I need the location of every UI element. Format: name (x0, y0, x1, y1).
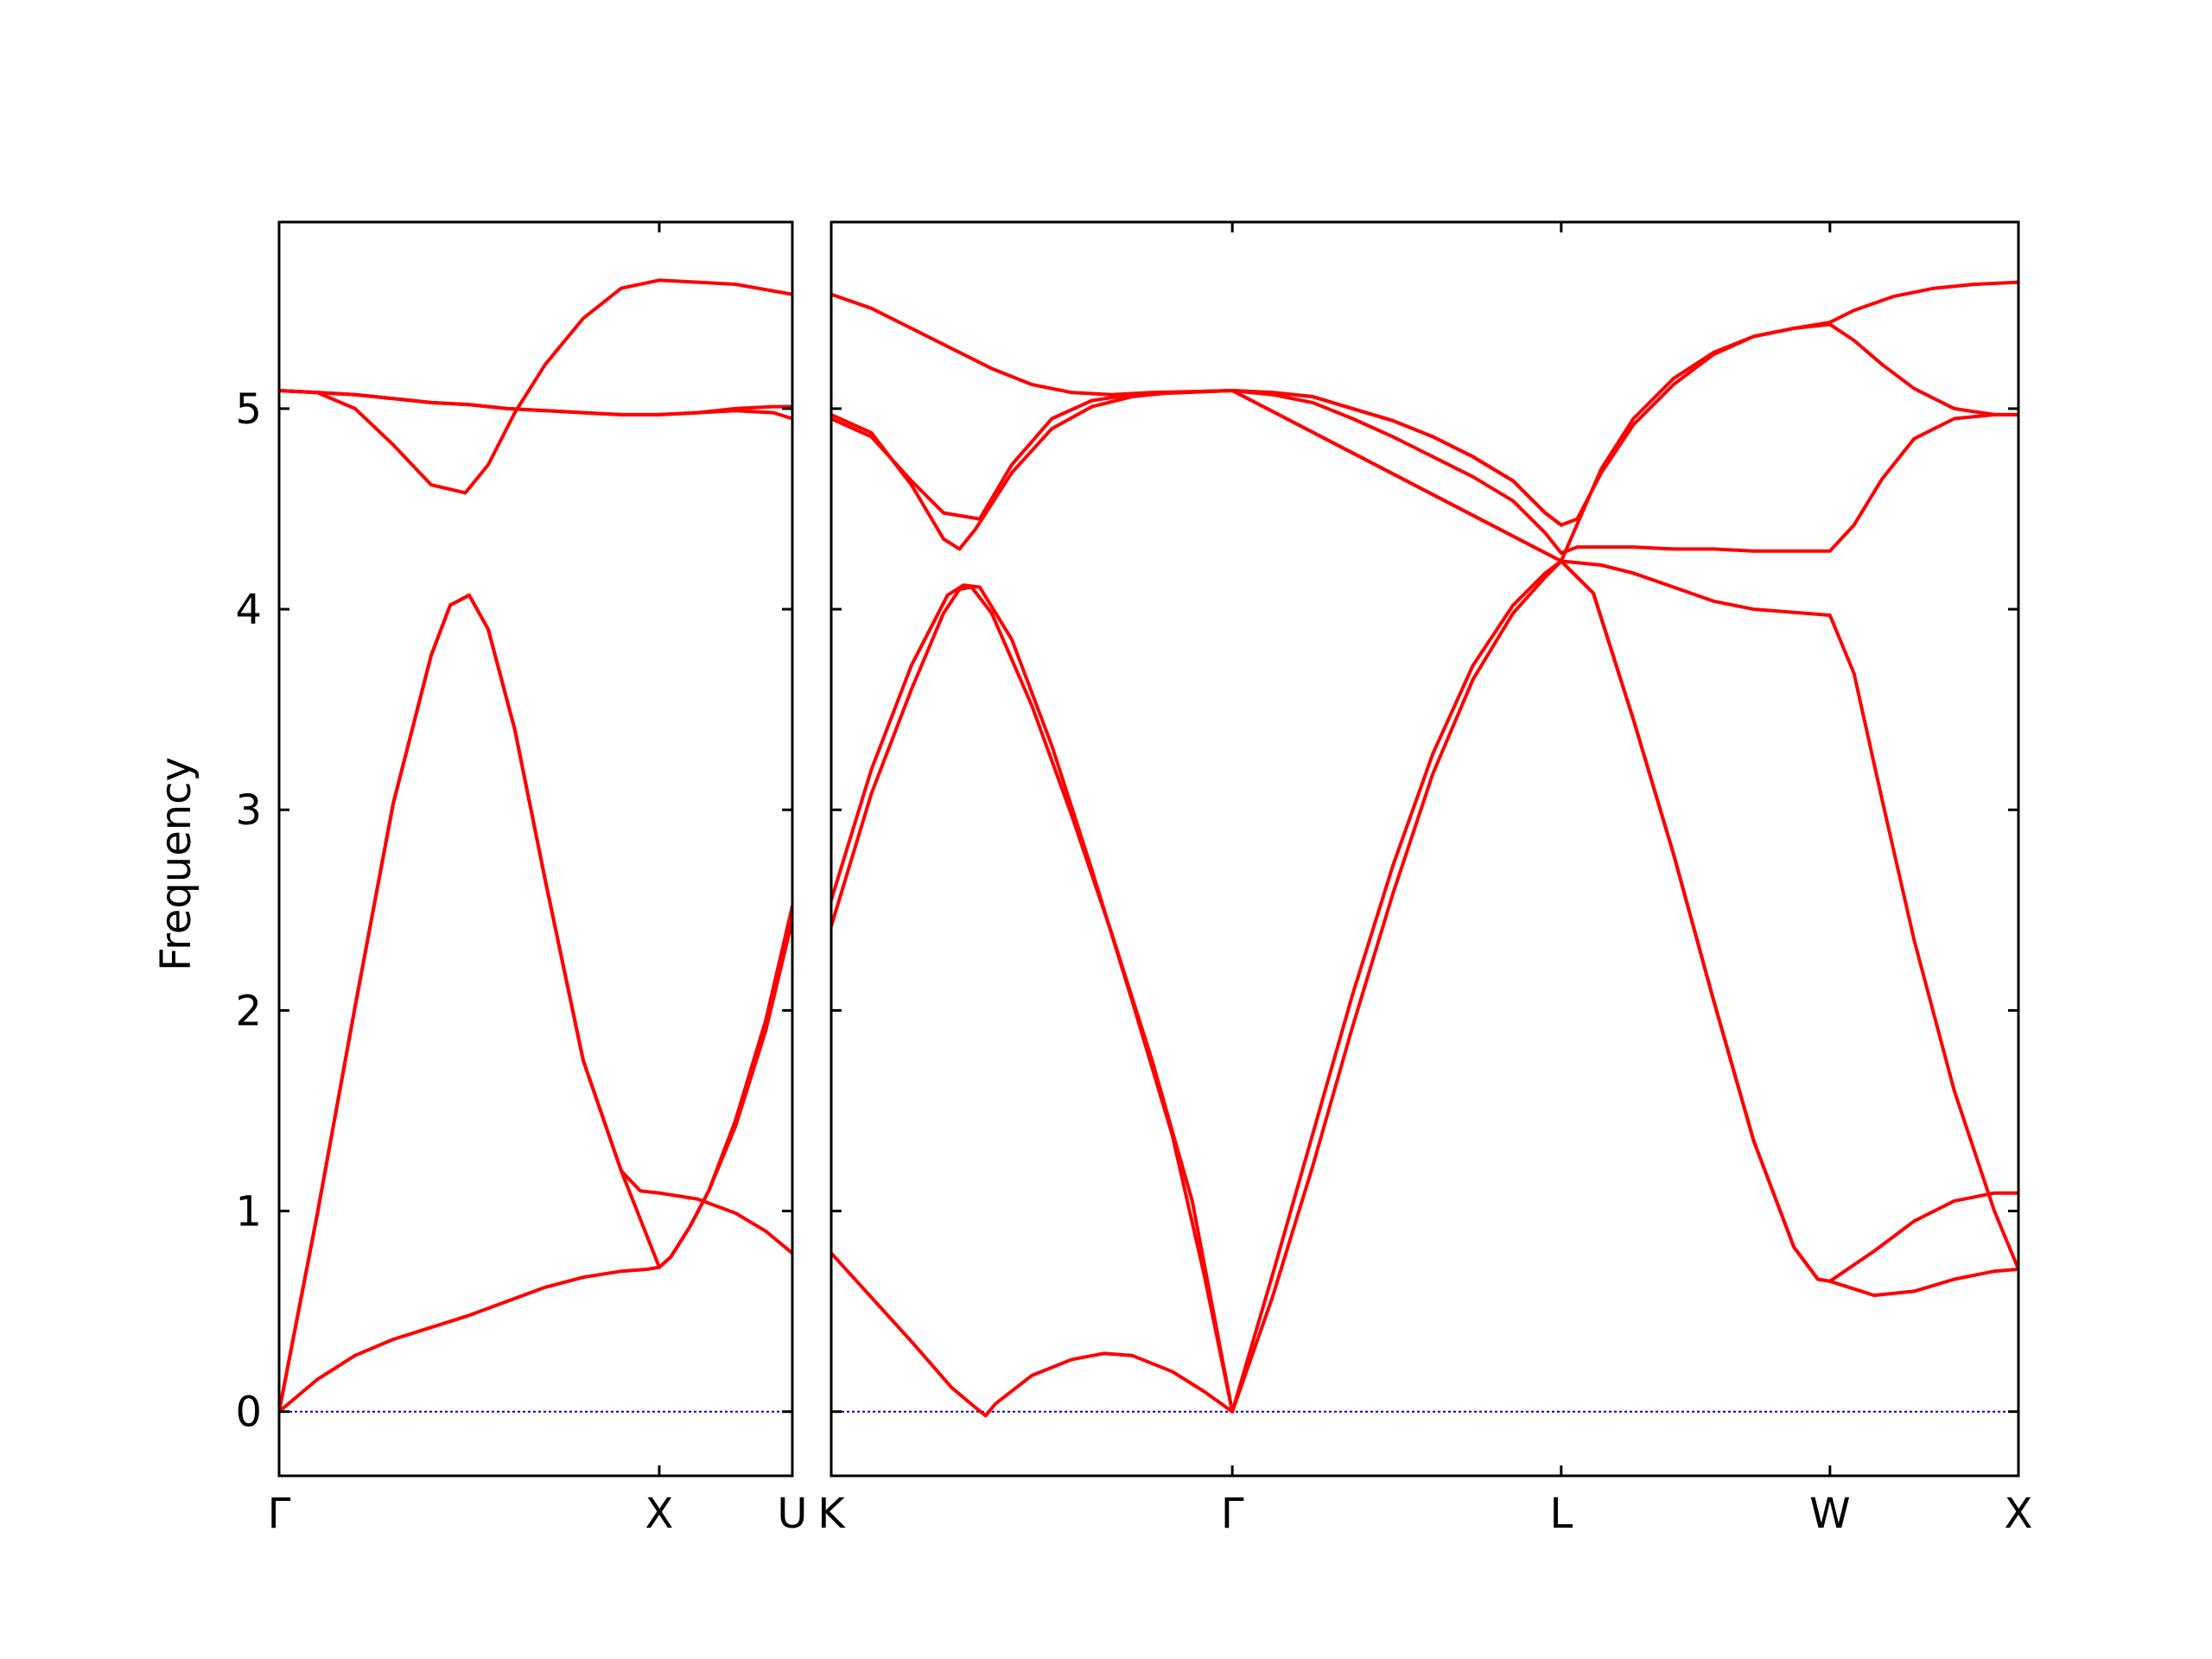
x-tick-label: X (2005, 1490, 2033, 1538)
band-line (1230, 559, 2018, 1414)
y-tick-label: 2 (235, 987, 262, 1035)
band-line (831, 585, 1235, 1414)
band-line (279, 278, 792, 495)
band-line (831, 1251, 1235, 1418)
bands-group (279, 278, 792, 1414)
y-tick-label: 4 (235, 586, 262, 634)
y-tick-label: 0 (235, 1389, 262, 1437)
band-line (279, 389, 792, 416)
band-line (831, 583, 1235, 1414)
x-tick-label: Γ (1221, 1490, 1244, 1538)
x-tick-label: W (1809, 1490, 1850, 1538)
band-line (1230, 389, 2018, 556)
panel-frame (277, 220, 794, 1478)
y-tick-label: 1 (235, 1188, 262, 1236)
y-tick-label: 3 (235, 786, 262, 835)
y-tick-label: 5 (235, 385, 262, 434)
band-line (831, 280, 2018, 563)
x-tick-label: U (777, 1490, 807, 1538)
band-line (831, 292, 1563, 527)
panel-left: 0 1 2 3 4 5 Γ X U (235, 220, 808, 1538)
panel-frame (830, 220, 2020, 1478)
plot-layer: 0 1 2 3 4 5 Γ X U K Γ L W X (235, 220, 2033, 1538)
x-tick-label: K (817, 1490, 846, 1538)
x-tick-label: X (645, 1490, 674, 1538)
bands-group (831, 280, 2018, 1418)
x-tick-label: L (1549, 1490, 1573, 1538)
band-line (279, 593, 792, 1414)
y-axis-label: Frequency (152, 757, 200, 971)
x-tick-label: Γ (268, 1490, 291, 1538)
